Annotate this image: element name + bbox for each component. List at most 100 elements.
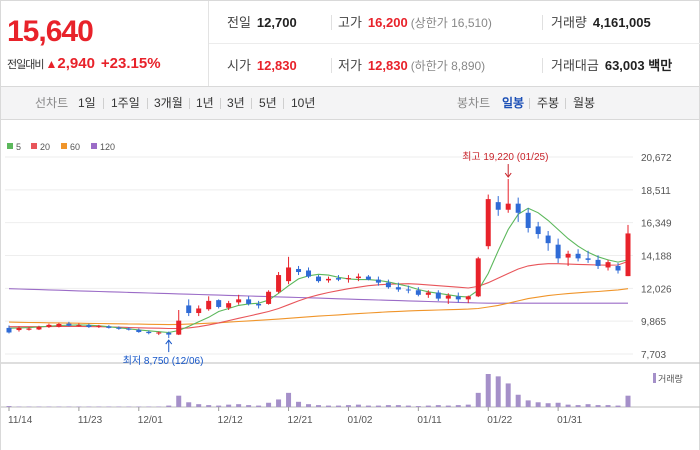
volume-label: 거래량 [551, 15, 587, 30]
candle-body [435, 292, 441, 299]
prev-close-cell: 전일 12,700 [227, 1, 297, 44]
volume-legend-label: 거래량 [658, 373, 683, 384]
volume-bar [276, 399, 282, 407]
candle-body [266, 291, 272, 304]
x-tick-label: 01/31 [557, 415, 582, 426]
ma60-line [8, 288, 629, 326]
low-arrow-head [165, 339, 173, 345]
low-value: 12,830 [367, 58, 408, 73]
stat-row-2: 시가 12,830 저가 12,830 (하한가 8,890) 거래대금 63,003 … [209, 44, 700, 87]
volume-bar [625, 395, 631, 407]
candle-body [246, 299, 252, 304]
candle-body [355, 276, 361, 279]
volume-bar [246, 405, 252, 407]
candle-body [325, 278, 331, 281]
legend-label-20: 20 [40, 142, 50, 152]
volume-bar [455, 405, 461, 407]
candle-body [16, 327, 22, 331]
candle-body [605, 262, 611, 268]
up-arrow-icon: ▲ [45, 57, 58, 71]
tab-daily[interactable]: 일봉 [502, 96, 525, 110]
candle-body [186, 305, 192, 314]
x-tick-label: 12/21 [288, 415, 313, 426]
volume-bar [525, 400, 531, 407]
tab-5y[interactable]: 5년 [259, 96, 277, 110]
tab-3y[interactable]: 3년 [227, 96, 245, 110]
volume-bar [106, 406, 112, 408]
y-tick-label: 9,865 [641, 317, 666, 328]
candle-body [256, 303, 262, 306]
volume-bar [445, 405, 451, 407]
candle-body [495, 202, 501, 210]
trade-value-cell: 거래대금 63,003 백만 [551, 44, 672, 87]
line-chart-header: 선차트 [35, 96, 69, 110]
volume-bar [186, 402, 192, 407]
candle-body [166, 332, 172, 335]
volume-bar [26, 406, 32, 408]
high-arrow-head [504, 172, 512, 178]
candle-body [316, 276, 322, 282]
tab-1w[interactable]: 1주일 [111, 96, 140, 110]
volume-bar [535, 402, 541, 407]
candle-body [425, 292, 431, 295]
x-tick-label: 12/01 [138, 415, 163, 426]
legend-swatch-60 [61, 143, 67, 149]
change-label: 전일대비 [7, 59, 44, 71]
volume-bar [345, 405, 351, 407]
lower-limit: (하한가 8,890) [410, 59, 486, 73]
chart-tab-bar: 선차트 1일 1주일 3개월 1년 3년 5년 10년 봉차트 일봉 주봉 월봉 [0, 86, 700, 120]
volume-bar [565, 404, 571, 407]
candle-body [445, 295, 451, 299]
volume-bar [355, 404, 361, 407]
volume-bar [56, 406, 62, 408]
tab-10y[interactable]: 10년 [291, 96, 316, 110]
candle-body [505, 203, 511, 210]
tab-1y[interactable]: 1년 [196, 96, 214, 110]
candle-body [555, 244, 561, 259]
upper-limit: (상한가 16,510) [410, 16, 492, 30]
change-value: 2,940 [57, 55, 95, 72]
candle-body [345, 278, 351, 280]
candle-body [276, 275, 282, 292]
legend-label-5: 5 [16, 142, 21, 152]
low-cell: 저가 12,830 (하한가 8,890) [338, 44, 485, 87]
volume-bar [395, 405, 401, 407]
tab-monthly[interactable]: 월봉 [573, 96, 596, 110]
volume-bar [335, 405, 341, 407]
candle-body [515, 203, 521, 213]
volume-bar [365, 405, 371, 407]
volume-bar [196, 404, 202, 407]
volume-bar [216, 405, 222, 407]
volume-bar [206, 405, 212, 407]
low-label: 저가 [338, 58, 362, 73]
volume-bar [505, 383, 511, 407]
volume-bar [325, 405, 331, 407]
ma120-line [8, 288, 628, 304]
y-tick-label: 16,349 [641, 219, 672, 230]
tab-3m[interactable]: 3개월 [154, 96, 183, 110]
volume-bar [236, 404, 242, 407]
open-cell: 시가 12,830 [227, 44, 297, 87]
legend-swatch-5 [7, 143, 13, 149]
candle-body [86, 325, 92, 328]
high-annotation: 최고 19,220 (01/25) [462, 151, 548, 163]
legend-swatch-120 [91, 143, 97, 149]
open-label: 시가 [227, 58, 251, 73]
candle-body [146, 331, 152, 334]
tab-weekly[interactable]: 주봉 [537, 96, 560, 110]
volume-bar [595, 405, 601, 407]
volume-bar [76, 406, 82, 408]
low-annotation: 최저 8,750 (12/06) [123, 355, 204, 367]
candle-body [575, 253, 581, 259]
legend-swatch-20 [31, 143, 37, 149]
y-tick-label: 20,672 [641, 153, 672, 164]
quote-summary: 15,640 전일대비 ▲2,940 +23.15% 전일 12,700 고가 16,2… [0, 0, 700, 87]
volume-bar [425, 405, 431, 407]
volume-bar [605, 405, 611, 407]
candle-body [545, 235, 551, 244]
y-tick-label: 18,511 [641, 186, 671, 197]
volume-bar [16, 406, 22, 408]
volume-bar [585, 404, 591, 407]
tab-1d[interactable]: 1일 [78, 96, 96, 110]
volume-bar [405, 405, 411, 407]
